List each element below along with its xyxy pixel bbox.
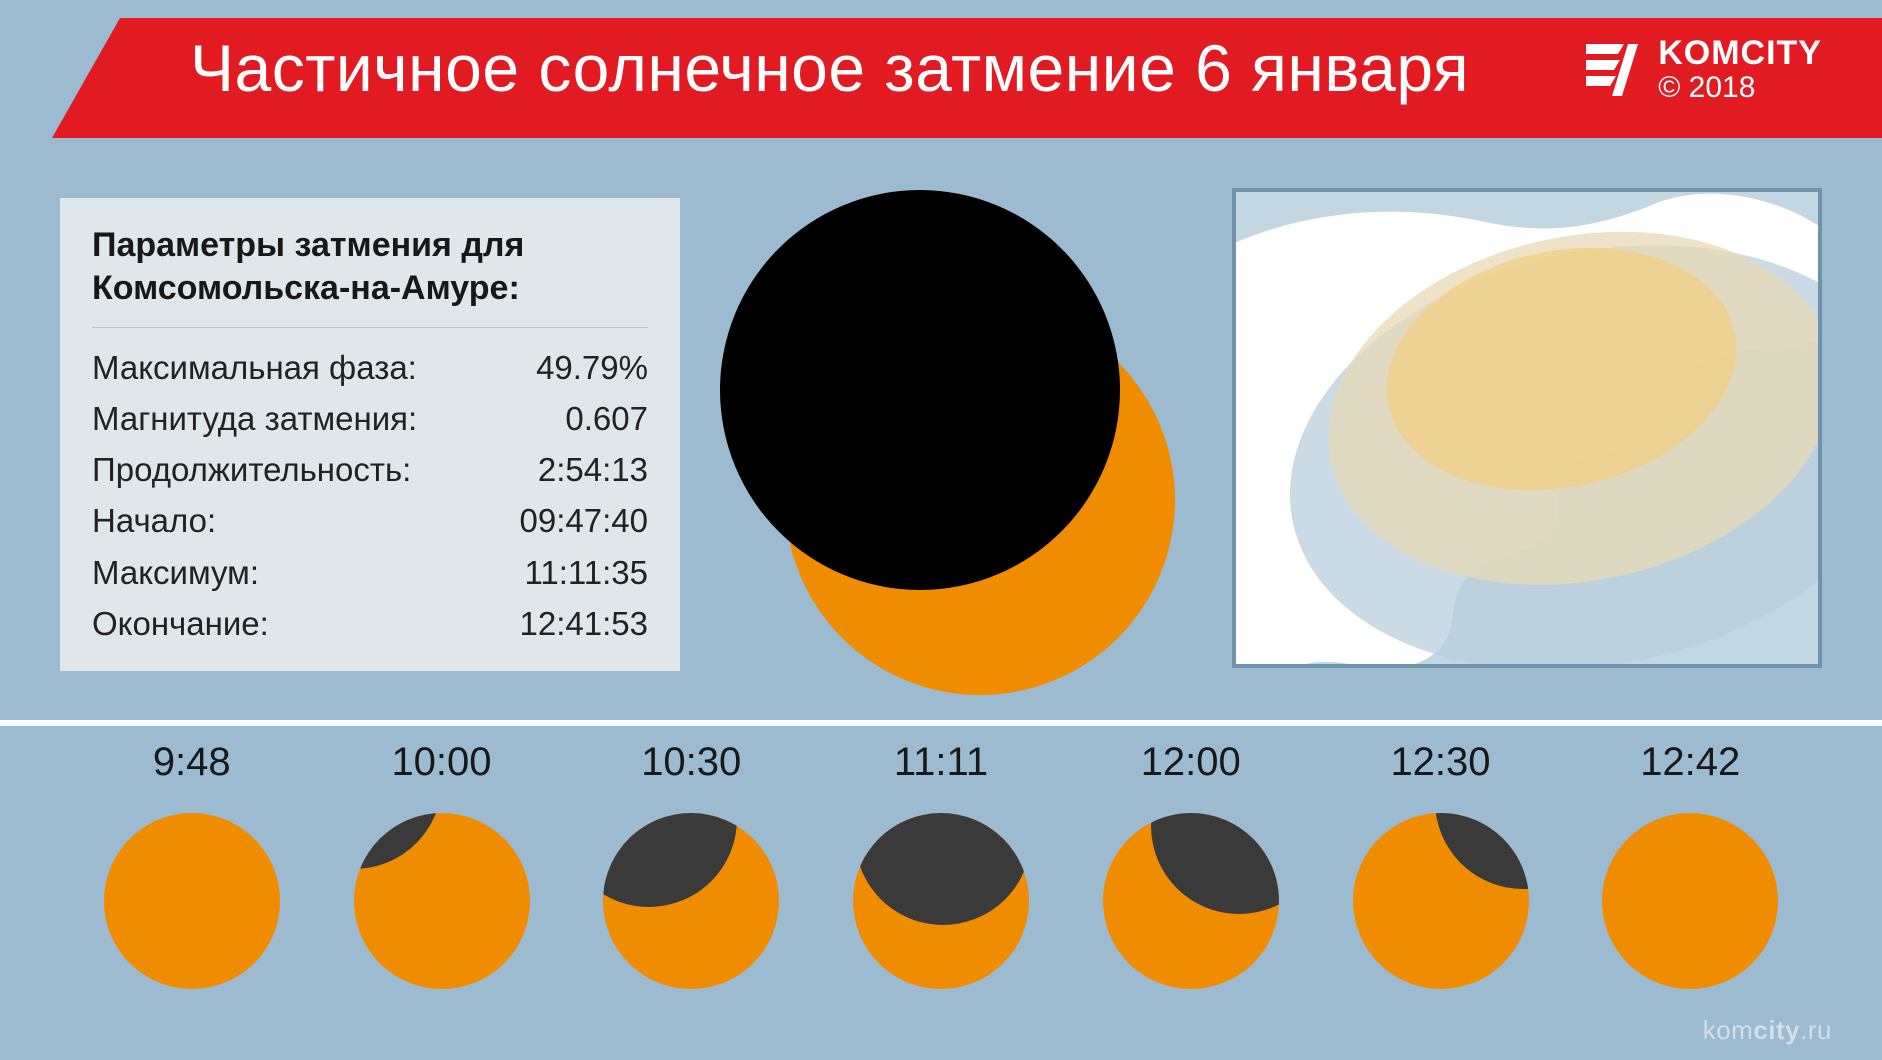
parameters-divider (92, 327, 648, 328)
parameter-row: Окончание: 12:41:53 (92, 598, 648, 649)
section-divider (0, 720, 1882, 726)
phase-diagram (344, 803, 540, 999)
brand-logo: KOMCITY © 2018 (1580, 36, 1822, 103)
phase-diagram (1343, 803, 1539, 999)
header-banner: Частичное солнечное затмение 6 января KO… (0, 18, 1882, 138)
parameters-title-line2: Комсомольска-на-Амуре: (92, 269, 520, 307)
parameter-value: 2:54:13 (538, 444, 648, 495)
parameter-value: 49.79% (536, 342, 648, 393)
brand-name: KOMCITY (1658, 36, 1822, 72)
parameter-row: Продолжительность: 2:54:13 (92, 444, 648, 495)
parameter-label: Продолжительность: (92, 444, 411, 495)
parameter-label: Максимальная фаза: (92, 342, 417, 393)
phase-time: 10:00 (391, 740, 491, 785)
phase-sun (1602, 813, 1778, 989)
watermark-part1: kom (1703, 1015, 1754, 1045)
phase-time: 9:48 (153, 740, 231, 785)
timeline-phase: 12:42 (1592, 740, 1788, 999)
brand-year: © 2018 (1658, 72, 1822, 104)
timeline-phase: 9:48 (94, 740, 290, 999)
brand-logo-icon (1580, 38, 1644, 102)
phase-time: 12:30 (1390, 740, 1490, 785)
parameter-value: 09:47:40 (520, 495, 648, 546)
parameter-row: Начало: 09:47:40 (92, 495, 648, 546)
footer-watermark: komcity.ru (1703, 1015, 1832, 1046)
timeline-phase: 10:30 (593, 740, 789, 999)
eclipse-main-diagram (720, 180, 1180, 700)
watermark-part3: .ru (1800, 1015, 1832, 1045)
visibility-map (1232, 188, 1822, 668)
page-title: Частичное солнечное затмение 6 января (190, 30, 1469, 106)
phase-time: 10:30 (641, 740, 741, 785)
parameter-value: 11:11:35 (524, 547, 648, 598)
phase-time: 11:11 (894, 740, 988, 785)
timeline-phase: 12:00 (1093, 740, 1289, 999)
parameters-title-line1: Параметры затмения для (92, 226, 524, 264)
phase-diagram (1093, 803, 1289, 999)
phase-diagram (94, 803, 290, 999)
parameters-title: Параметры затмения для Комсомольска-на-А… (92, 224, 648, 309)
phase-time: 12:42 (1640, 740, 1740, 785)
parameter-value: 12:41:53 (520, 598, 648, 649)
phase-diagram (593, 803, 789, 999)
parameter-value: 0.607 (565, 393, 648, 444)
parameter-label: Начало: (92, 495, 216, 546)
parameter-label: Магнитуда затмения: (92, 393, 417, 444)
parameter-row: Максимум: 11:11:35 (92, 547, 648, 598)
phase-time: 12:00 (1141, 740, 1241, 785)
parameter-label: Максимум: (92, 547, 259, 598)
watermark-part2: city (1753, 1015, 1800, 1045)
parameter-row: Максимальная фаза: 49.79% (92, 342, 648, 393)
moon-disc (720, 190, 1120, 590)
phase-sun (104, 813, 280, 989)
parameter-label: Окончание: (92, 598, 269, 649)
phase-diagram (1592, 803, 1788, 999)
parameter-row: Магнитуда затмения: 0.607 (92, 393, 648, 444)
phase-diagram (843, 803, 1039, 999)
timeline-phase: 11:11 (843, 740, 1039, 999)
eclipse-timeline: 9:48 10:00 10:30 11:11 12:00 12:30 12:42 (0, 740, 1882, 999)
parameters-panel: Параметры затмения для Комсомольска-на-А… (60, 198, 680, 671)
timeline-phase: 12:30 (1343, 740, 1539, 999)
brand-logo-text: KOMCITY © 2018 (1658, 36, 1822, 103)
timeline-phase: 10:00 (344, 740, 540, 999)
